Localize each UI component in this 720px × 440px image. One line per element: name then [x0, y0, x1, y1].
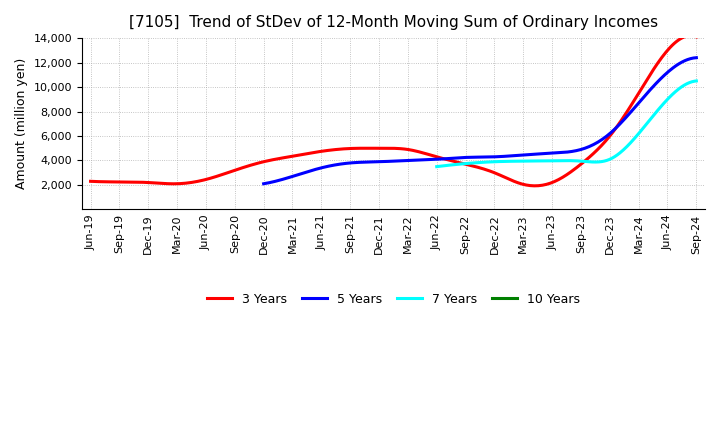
3 Years: [686, 33, 695, 38]
3 Years: [86, 179, 95, 184]
7 Years: [651, 110, 660, 116]
5 Years: [624, 112, 633, 117]
Line: 5 Years: 5 Years: [264, 58, 696, 184]
Line: 7 Years: 7 Years: [437, 81, 696, 167]
7 Years: [586, 159, 595, 165]
3 Years: [530, 183, 539, 188]
3 Years: [89, 179, 97, 184]
5 Years: [524, 152, 533, 157]
5 Years: [516, 153, 524, 158]
3 Years: [447, 158, 456, 163]
Line: 3 Years: 3 Years: [91, 36, 696, 186]
7 Years: [587, 159, 595, 165]
Title: [7105]  Trend of StDev of 12-Month Moving Sum of Ordinary Incomes: [7105] Trend of StDev of 12-Month Moving…: [129, 15, 658, 30]
3 Years: [637, 86, 646, 91]
7 Years: [667, 92, 676, 97]
Legend: 3 Years, 5 Years, 7 Years, 10 Years: 3 Years, 5 Years, 7 Years, 10 Years: [202, 288, 585, 311]
7 Years: [692, 78, 701, 84]
7 Years: [433, 164, 442, 169]
5 Years: [652, 81, 660, 86]
5 Years: [259, 181, 268, 187]
3 Years: [457, 161, 466, 166]
5 Years: [517, 153, 526, 158]
7 Years: [433, 164, 441, 169]
3 Years: [599, 141, 608, 147]
Y-axis label: Amount (million yen): Amount (million yen): [15, 58, 28, 189]
5 Years: [261, 181, 269, 186]
7 Years: [591, 159, 600, 165]
3 Years: [445, 158, 454, 163]
3 Years: [692, 34, 701, 40]
5 Years: [692, 55, 701, 60]
